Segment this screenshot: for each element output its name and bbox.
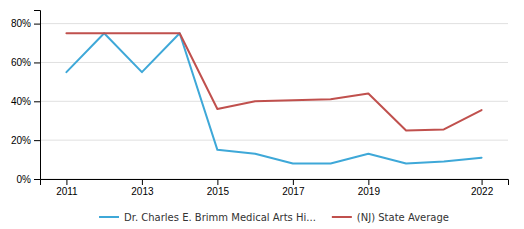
legend-item: (NJ) State Average (332, 212, 449, 223)
x-tick-label: 2011 (56, 186, 78, 197)
x-tick-label: 2017 (282, 186, 305, 197)
legend-label: (NJ) State Average (357, 212, 449, 223)
grid-line (40, 140, 508, 141)
legend-swatch (99, 216, 119, 218)
y-tick-label: 0% (17, 174, 32, 185)
x-tick: 2011 (56, 179, 78, 197)
grid-line (40, 23, 508, 24)
grid-line (40, 62, 508, 63)
x-axis-line (41, 180, 509, 186)
y-tick-mark (34, 24, 40, 25)
legend-label: Dr. Charles E. Brimm Medical Arts Hi... (124, 212, 316, 223)
series-line (66, 33, 481, 130)
x-tick-mark (66, 179, 67, 185)
y-tick: 80% (11, 18, 40, 29)
plot: 2011 2013 2015 2017 2019 2022 0% 20% 40% 60% 80% (11, 11, 509, 198)
y-tick-label: 80% (11, 18, 31, 29)
x-tick: 2019 (358, 179, 381, 197)
y-tick-label: 40% (11, 96, 31, 107)
x-tick-mark (293, 179, 294, 185)
y-tick-label: 20% (11, 135, 31, 146)
x-tick-label: 2013 (131, 186, 154, 197)
series-group (66, 33, 481, 163)
y-tick-mark (34, 179, 40, 180)
x-tick: 2015 (207, 179, 230, 197)
y-tick: 60% (11, 57, 40, 68)
x-tick-mark (142, 179, 143, 185)
x-tick-label: 2022 (471, 186, 494, 197)
y-tick-mark (34, 140, 40, 141)
legend-item: Dr. Charles E. Brimm Medical Arts Hi... (99, 212, 316, 223)
x-tick-mark (368, 179, 369, 185)
x-tick-label: 2015 (207, 186, 230, 197)
x-axis: 2011 2013 2015 2017 2019 2022 (41, 179, 509, 197)
y-tick-mark (34, 62, 40, 63)
x-tick-label: 2019 (358, 186, 381, 197)
y-tick: 0% (17, 174, 40, 185)
y-tick: 40% (11, 96, 40, 107)
x-tick-mark (217, 179, 218, 185)
grid (40, 24, 508, 179)
y-axis-line (34, 11, 41, 180)
x-tick-mark (482, 179, 483, 185)
y-tick-mark (34, 101, 40, 102)
x-tick: 2017 (282, 179, 305, 197)
series-line (66, 33, 481, 163)
x-tick: 2022 (471, 179, 494, 197)
x-tick: 2013 (131, 179, 154, 197)
chart: 2011 2013 2015 2017 2019 2022 0% 20% 40% 60% 80% Dr… (0, 0, 524, 229)
y-axis: 0% 20% 40% 60% 80% (11, 11, 41, 185)
y-tick: 20% (11, 135, 40, 146)
legend-swatch (332, 216, 352, 218)
legend: Dr. Charles E. Brimm Medical Arts Hi... (… (99, 212, 449, 223)
y-tick-label: 60% (11, 57, 31, 68)
